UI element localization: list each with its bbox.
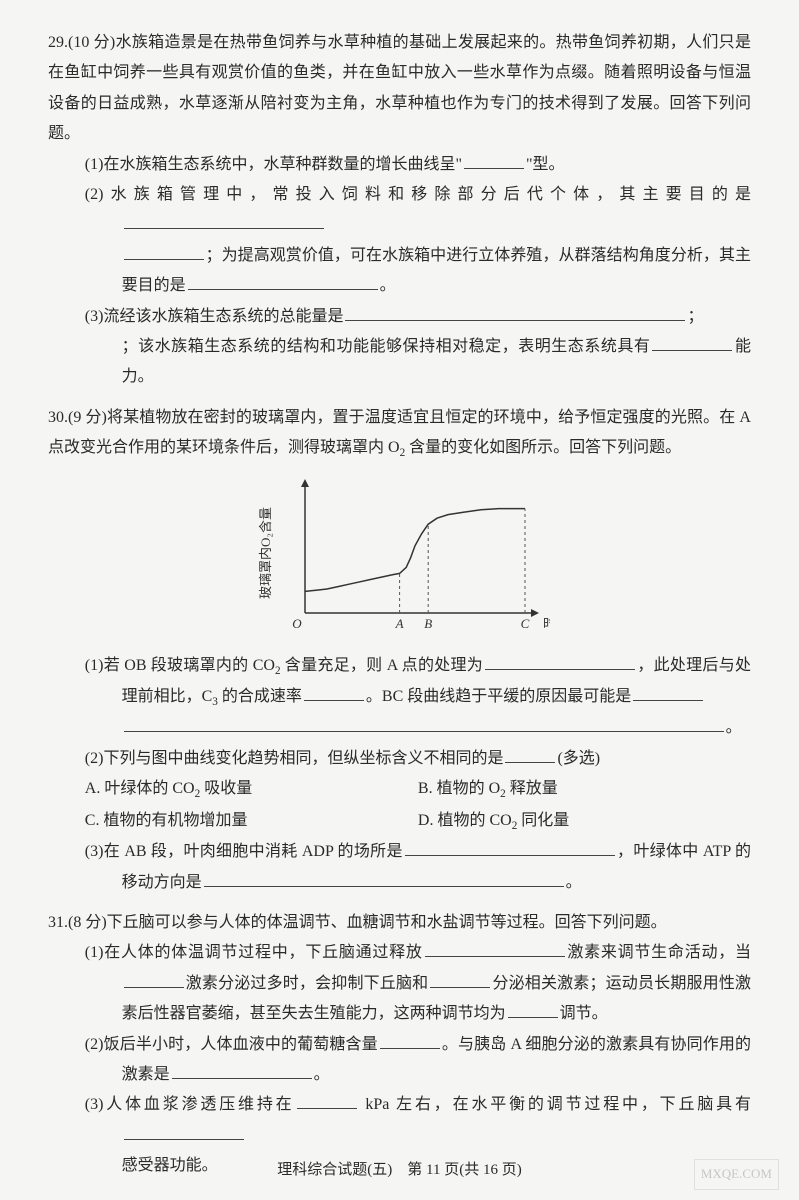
question-29: 29.(10 分)水族箱造景是在热带鱼饲养与水草种植的基础上发展起来的。热带鱼饲… — [48, 28, 751, 393]
optC: C. 植物的有机物增加量 — [85, 812, 248, 829]
q31-points: (8 分) — [68, 914, 107, 931]
question-31: 31.(8 分)下丘脑可以参与人体的体温调节、血糖调节和水盐调节等过程。回答下列… — [48, 908, 751, 1182]
option-b: B. 植物的 O2 释放量 — [418, 774, 751, 805]
q30-chart: 玻璃罩内O₂含量 A B C O 时间 — [48, 471, 751, 641]
blank — [204, 869, 564, 887]
q30-points: (9 分) — [68, 409, 107, 426]
q29-p2-c: 。 — [380, 277, 396, 294]
q31-p1-c: 激素分泌过多时，会抑制下丘脑和 — [186, 975, 429, 992]
watermark: MXQE.COM — [694, 1159, 779, 1190]
blank — [345, 303, 685, 321]
q29-points: (10 分) — [68, 34, 115, 51]
blank — [124, 212, 324, 230]
q30-p1-a: (1)若 OB 段玻璃罩内的 CO — [85, 657, 275, 674]
q31-number: 31. — [48, 914, 68, 931]
blank — [485, 652, 635, 670]
q30-p2-a: (2)下列与图中曲线变化趋势相同，但纵坐标含义不相同的是 — [85, 750, 504, 767]
q29-p2: (2)水族箱管理中，常投入饲料和移除部分后代个体，其主要目的是 ；为提高观赏价值… — [85, 180, 751, 302]
q29-p3-a: (3)流经该水族箱生态系统的总能量是 — [85, 308, 344, 325]
blank — [505, 745, 555, 763]
blank — [124, 715, 724, 733]
option-c: C. 植物的有机物增加量 — [85, 806, 418, 837]
blank — [652, 333, 732, 351]
q30-p2: (2)下列与图中曲线变化趋势相同，但纵坐标含义不相同的是 (多选) — [85, 744, 751, 774]
blank — [425, 940, 565, 958]
optA-b: 吸收量 — [200, 780, 252, 797]
q31-p1-e: 调节。 — [560, 1005, 608, 1022]
option-a: A. 叶绿体的 CO2 吸收量 — [85, 774, 418, 805]
q29-p1-b: "型。 — [526, 156, 565, 173]
q29-number: 29. — [48, 34, 68, 51]
svg-text:B: B — [424, 616, 432, 631]
q31-intro-text: 下丘脑可以参与人体的体温调节、血糖调节和水盐调节等过程。回答下列问题。 — [107, 914, 667, 931]
blank — [405, 839, 615, 857]
optD-b: 同化量 — [517, 812, 569, 829]
svg-text:玻璃罩内O₂含量: 玻璃罩内O₂含量 — [258, 507, 273, 599]
blank — [124, 242, 204, 260]
q30-p1-b: 含量充足，则 A 点的处理为 — [281, 657, 484, 674]
optD-a: D. 植物的 CO — [418, 812, 512, 829]
q31-p2-a: (2)饭后半小时，人体血液中的葡萄糖含量 — [85, 1036, 378, 1053]
q30-intro-b: 含量的变化如图所示。回答下列问题。 — [405, 439, 681, 456]
blank — [124, 1122, 244, 1140]
q31-p2: (2)饭后半小时，人体血液中的葡萄糖含量。与胰岛 A 细胞分泌的激素具有协同作用… — [85, 1030, 751, 1091]
blank — [172, 1061, 312, 1079]
q30-p3-a: (3)在 AB 段，叶肉细胞中消耗 ADP 的场所是 — [85, 843, 403, 860]
svg-text:C: C — [520, 616, 529, 631]
q29-p2-a: (2)水族箱管理中，常投入饲料和移除部分后代个体，其主要目的是 — [85, 186, 751, 203]
blank — [188, 273, 378, 291]
q29-p1-a: (1)在水族箱生态系统中，水草种群数量的增长曲线呈" — [85, 156, 462, 173]
blank — [633, 683, 703, 701]
q30-p1-e: 。BC 段曲线趋于平缓的原因最可能是 — [366, 688, 631, 705]
q29-p3-b: ；该水族箱生态系统的结构和功能能够保持相对稳定，表明生态系统具有 — [122, 338, 651, 355]
q30-p3-c: 。 — [566, 874, 582, 891]
q31-p2-c: 。 — [314, 1066, 330, 1083]
svg-text:A: A — [394, 616, 403, 631]
svg-text:O: O — [292, 616, 302, 631]
q31-p3-a: (3)人体血浆渗透压维持在 — [85, 1096, 295, 1113]
blank — [297, 1092, 357, 1110]
svg-text:时间: 时间 — [543, 616, 550, 631]
blank — [508, 1001, 558, 1019]
q31-intro: 31.(8 分)下丘脑可以参与人体的体温调节、血糖调节和水盐调节等过程。回答下列… — [48, 908, 751, 938]
blank — [124, 970, 184, 988]
q30-intro: 30.(9 分)将某植物放在密封的玻璃罩内，置于温度适宜且恒定的环境中，给予恒定… — [48, 403, 751, 465]
question-30: 30.(9 分)将某植物放在密封的玻璃罩内，置于温度适宜且恒定的环境中，给予恒定… — [48, 403, 751, 898]
q30-options: A. 叶绿体的 CO2 吸收量 B. 植物的 O2 释放量 C. 植物的有机物增… — [85, 774, 751, 837]
option-d: D. 植物的 CO2 同化量 — [418, 806, 751, 837]
blank — [380, 1031, 440, 1049]
q31-p3-b: kPa 左右，在水平衡的调节过程中，下丘脑具有 — [359, 1096, 751, 1113]
q30-p1-d: 的合成速率 — [218, 688, 302, 705]
q30-p2-b: (多选) — [557, 750, 600, 767]
blank — [464, 151, 524, 169]
optB-a: B. 植物的 O — [418, 780, 500, 797]
q31-p1-a: (1)在人体的体温调节过程中，下丘脑通过释放 — [85, 944, 423, 961]
page-footer: 理科综合试题(五) 第 11 页(共 16 页) — [0, 1156, 799, 1185]
q30-p1-f: 。 — [726, 719, 742, 736]
blank — [304, 683, 364, 701]
q31-p1: (1)在人体的体温调节过程中，下丘脑通过释放 激素来调节生命活动，当激素分泌过多时… — [85, 938, 751, 1029]
optA-a: A. 叶绿体的 CO — [85, 780, 195, 797]
q29-p3: (3)流经该水族箱生态系统的总能量是； ；该水族箱生态系统的结构和功能能够保持相… — [85, 302, 751, 393]
blank — [430, 970, 490, 988]
q30-number: 30. — [48, 409, 68, 426]
q30-p3: (3)在 AB 段，叶肉细胞中消耗 ADP 的场所是，叶绿体中 ATP 的移动方… — [85, 837, 751, 898]
q29-intro-text: 水族箱造景是在热带鱼饲养与水草种植的基础上发展起来的。热带鱼饲养初期，人们只是在… — [48, 34, 751, 142]
q31-p1-b: 激素来调节生命活动，当 — [567, 944, 751, 961]
chart-svg: 玻璃罩内O₂含量 A B C O 时间 — [250, 471, 550, 641]
q30-p1: (1)若 OB 段玻璃罩内的 CO2 含量充足，则 A 点的处理为，此处理后与处… — [85, 651, 751, 744]
q29-intro: 29.(10 分)水族箱造景是在热带鱼饲养与水草种植的基础上发展起来的。热带鱼饲… — [48, 28, 751, 150]
q29-p1: (1)在水族箱生态系统中，水草种群数量的增长曲线呈" "型。 — [85, 150, 751, 180]
optB-b: 释放量 — [506, 780, 558, 797]
